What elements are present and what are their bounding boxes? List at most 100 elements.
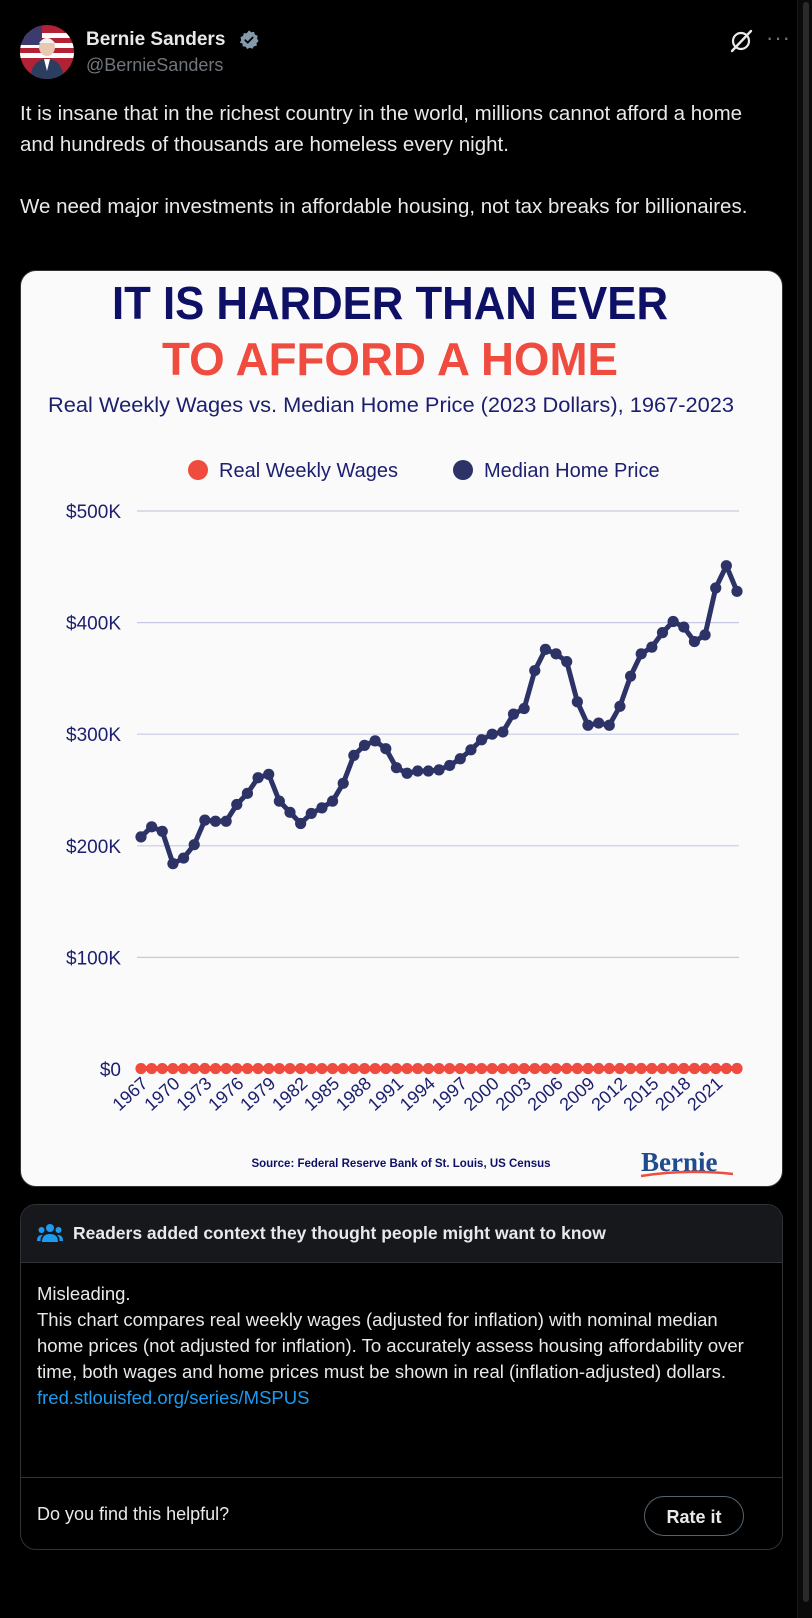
wages-point <box>614 1062 626 1075</box>
y-tick-label: $300K <box>66 725 121 746</box>
bernie-logo-swoosh <box>640 1170 734 1178</box>
home-price-point <box>412 765 424 777</box>
home-price-point <box>348 749 360 762</box>
home-price-point <box>667 615 679 628</box>
headline-line1: IT IS HARDER THAN EVER <box>112 277 668 329</box>
home-price-point <box>295 817 307 830</box>
rate-it-button[interactable]: Rate it <box>644 1496 744 1536</box>
home-price-point <box>497 726 509 738</box>
home-price-point <box>656 627 669 639</box>
wages-point <box>550 1062 562 1075</box>
wages-point <box>699 1062 711 1075</box>
verified-badge-icon <box>239 30 259 49</box>
wages-point <box>177 1062 190 1075</box>
wages-point <box>156 1062 168 1075</box>
home-price-point <box>444 759 456 772</box>
wages-point <box>241 1062 254 1075</box>
tweet-paragraph: It is insane that in the richest country… <box>20 102 743 156</box>
wages-point <box>593 1062 605 1075</box>
x-tick-label: 2021 <box>683 1073 726 1115</box>
more-options-icon[interactable]: ··· <box>766 25 791 50</box>
wages-point <box>710 1062 722 1075</box>
x-tick-label: 1988 <box>332 1073 375 1115</box>
people-icon <box>37 1224 63 1242</box>
tweet-image[interactable]: IT IS HARDER THAN EVER TO AFFORD A HOME … <box>20 270 783 1187</box>
home-price-point <box>475 734 488 746</box>
home-price-point <box>518 702 530 715</box>
home-price-point <box>167 858 179 870</box>
x-tick-label: 2009 <box>556 1073 599 1115</box>
home-price-point <box>507 708 520 720</box>
home-price-point <box>593 717 605 729</box>
home-price-point <box>220 815 232 827</box>
x-tick-label: 1979 <box>236 1073 279 1115</box>
home-price-point <box>603 719 615 731</box>
author-name[interactable]: Bernie Sanders <box>86 29 226 50</box>
home-price-point <box>646 641 658 653</box>
wages-point <box>667 1062 679 1075</box>
wages-point <box>220 1062 232 1075</box>
wages-point <box>380 1062 392 1075</box>
tweet-paragraph: We need major investments in affordable … <box>20 195 748 218</box>
home-price-point <box>422 765 434 777</box>
x-tick-label: 1985 <box>300 1073 343 1115</box>
wages-point <box>486 1062 498 1075</box>
headline-line2: TO AFFORD A HOME <box>162 333 618 385</box>
home-price-point <box>273 795 285 807</box>
wages-point <box>678 1062 690 1075</box>
home-price-point <box>188 839 200 851</box>
home-price-point <box>231 798 243 811</box>
wages-point <box>624 1062 637 1075</box>
x-tick-label: 1976 <box>204 1073 247 1115</box>
legend-marker-wages <box>188 460 208 480</box>
avatar[interactable] <box>20 25 74 79</box>
community-note: Readers added context they thought peopl… <box>20 1204 783 1550</box>
legend-marker-home-price <box>453 460 473 480</box>
wages-point <box>284 1062 296 1075</box>
home-price-point <box>561 656 573 668</box>
wages-point <box>656 1062 669 1075</box>
wages-point <box>731 1062 743 1075</box>
home-price-point <box>369 735 381 747</box>
note-source-link[interactable]: fred.stlouisfed.org/series/MSPUS <box>37 1387 310 1408</box>
wages-point <box>507 1062 520 1075</box>
x-tick-label: 1994 <box>396 1073 439 1115</box>
author-handle[interactable]: @BernieSanders <box>86 55 224 75</box>
wages-point <box>444 1062 456 1075</box>
chart-title: Real Weekly Wages vs. Median Home Price … <box>48 394 734 417</box>
wages-point <box>465 1062 477 1075</box>
x-tick-label: 2006 <box>524 1073 567 1115</box>
wages-point <box>231 1062 243 1075</box>
x-tick-label: 2000 <box>460 1073 503 1115</box>
scrollbar[interactable] <box>797 0 812 1618</box>
wages-point <box>571 1062 583 1075</box>
y-tick-label: $100K <box>66 948 121 969</box>
wages-point <box>539 1062 552 1075</box>
x-tick-label: 1982 <box>268 1073 311 1115</box>
home-price-point <box>465 744 477 756</box>
home-price-point <box>284 806 296 818</box>
wages-point <box>305 1062 317 1075</box>
scrollbar-thumb[interactable] <box>803 2 809 1602</box>
x-tick-label: 2018 <box>651 1073 694 1115</box>
home-price-point <box>699 629 711 641</box>
wages-point <box>188 1062 200 1075</box>
home-price-point <box>710 582 722 594</box>
home-price-point <box>305 807 317 820</box>
wages-point <box>146 1062 158 1075</box>
home-price-point <box>326 795 339 807</box>
x-tick-label: 2015 <box>619 1073 662 1115</box>
wages-point <box>199 1062 211 1075</box>
wages-point <box>209 1062 222 1075</box>
x-tick-label: 1997 <box>428 1073 471 1115</box>
home-price-point <box>316 802 328 814</box>
wages-point <box>316 1062 328 1075</box>
wages-point <box>497 1062 509 1075</box>
home-price-point <box>433 764 445 776</box>
x-tick-label: 1991 <box>364 1073 407 1115</box>
grok-icon[interactable] <box>728 28 754 54</box>
home-price-point <box>390 762 403 774</box>
home-price-point <box>199 814 211 826</box>
home-price-point <box>529 664 541 677</box>
home-price-point <box>539 643 552 655</box>
